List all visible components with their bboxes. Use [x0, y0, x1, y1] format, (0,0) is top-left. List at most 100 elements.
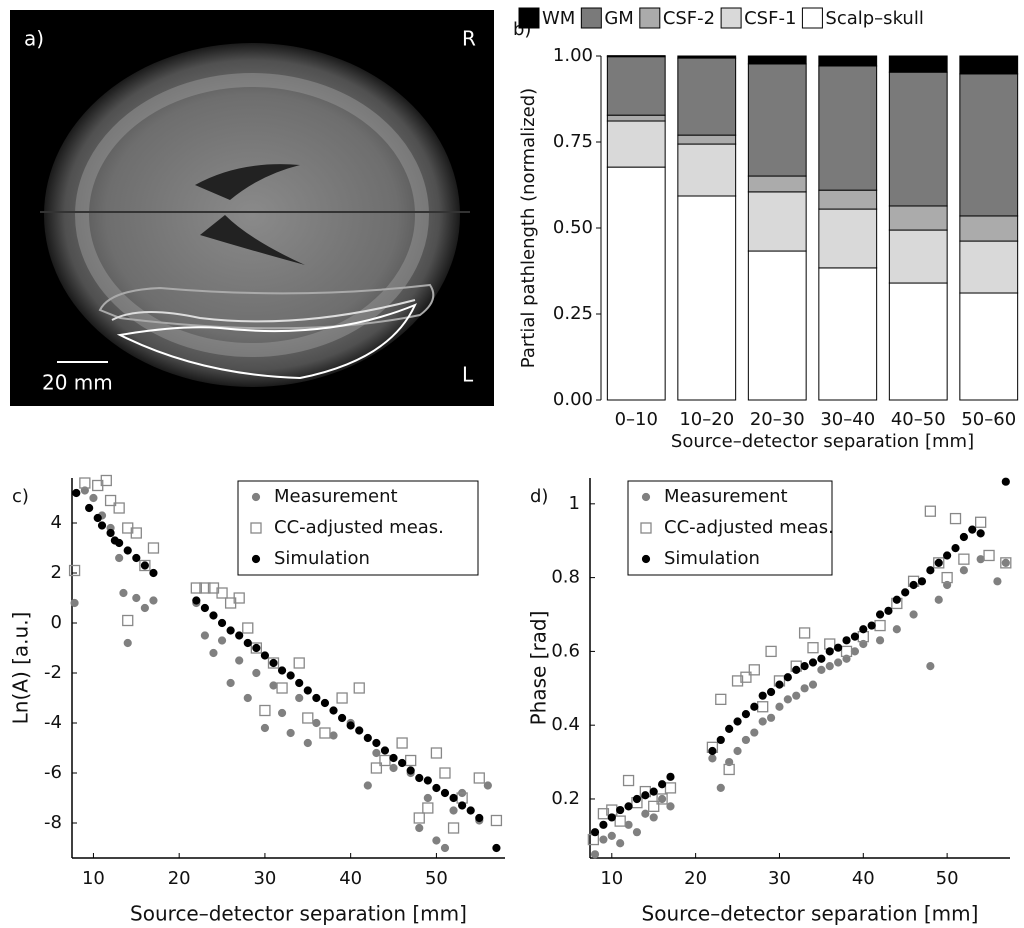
bar-segment	[819, 66, 877, 190]
point	[73, 489, 80, 496]
panel-label: c)	[12, 486, 29, 507]
point	[826, 663, 833, 670]
y-tick-label: 1	[569, 493, 580, 514]
point	[717, 784, 724, 791]
legend-label: WM	[542, 8, 575, 29]
point	[650, 788, 657, 795]
chart-1: c)1020304050420-2-4-6-8MeasurementCC-adj…	[9, 476, 506, 926]
point	[347, 722, 354, 729]
point	[337, 693, 347, 703]
point	[591, 851, 598, 858]
legend-swatch	[640, 8, 660, 28]
y-tick-label: 4	[51, 512, 62, 533]
scale-label: 20 mm	[42, 371, 113, 395]
point	[227, 679, 234, 686]
bar-segment	[960, 241, 1018, 293]
point	[356, 727, 363, 734]
point	[784, 696, 791, 703]
point	[320, 728, 330, 738]
y-tick-label: 0.4	[551, 714, 580, 735]
point	[976, 517, 986, 527]
bar-segment	[678, 58, 736, 135]
point	[491, 816, 501, 826]
point	[90, 494, 97, 501]
point	[313, 694, 320, 701]
point	[441, 844, 448, 851]
chart-2: d)10203040500.20.40.60.81MeasurementCC-a…	[527, 478, 1011, 926]
y-tick-label: 0.2	[551, 788, 580, 809]
point	[277, 683, 287, 693]
y-tick-label: 0.8	[551, 567, 580, 588]
point	[210, 612, 217, 619]
point	[476, 814, 483, 821]
point	[952, 544, 959, 551]
point	[98, 522, 105, 529]
point	[86, 504, 93, 511]
panel-label: d)	[530, 486, 548, 507]
bar-segment	[678, 144, 736, 196]
point	[459, 802, 466, 809]
point	[759, 718, 766, 725]
point	[123, 616, 133, 626]
bar-segment	[819, 209, 877, 268]
point	[278, 709, 285, 716]
point	[751, 729, 758, 736]
point	[424, 777, 431, 784]
point	[124, 547, 131, 554]
legend-marker	[642, 493, 649, 500]
x-tick-label: 50	[425, 868, 448, 889]
point	[424, 794, 431, 801]
point	[742, 711, 749, 718]
x-tick-label: 0–10	[615, 409, 658, 430]
point	[800, 628, 810, 638]
point	[201, 604, 208, 611]
point	[726, 725, 733, 732]
point	[624, 776, 634, 786]
y-tick-label: 0	[51, 612, 62, 633]
point	[193, 597, 200, 604]
y-tick-label: -8	[44, 812, 62, 833]
bar-segment	[607, 56, 665, 57]
point	[959, 554, 969, 564]
point	[851, 648, 858, 655]
point	[260, 706, 270, 716]
point	[150, 569, 157, 576]
point	[925, 506, 935, 516]
x-tick-label: 50	[936, 868, 959, 889]
legend-label: CSF-2	[663, 8, 715, 29]
point	[218, 619, 225, 626]
bar-segment	[678, 56, 736, 58]
point	[243, 623, 253, 633]
point	[625, 803, 632, 810]
legend-marker	[642, 555, 649, 562]
point	[818, 655, 825, 662]
point	[716, 694, 726, 704]
y-tick-label: 0.75	[553, 131, 593, 152]
point	[984, 550, 994, 560]
point	[742, 736, 749, 743]
point	[296, 694, 303, 701]
point	[951, 514, 961, 524]
point	[261, 724, 268, 731]
point	[330, 707, 337, 714]
point	[885, 607, 892, 614]
bar-segment	[889, 56, 947, 72]
legend-label: CC-adjusted meas.	[664, 517, 834, 538]
point	[287, 729, 294, 736]
point	[709, 755, 716, 762]
bar-segment	[607, 115, 665, 121]
bar-segment	[748, 251, 806, 400]
point	[270, 682, 277, 689]
x-tick-label: 10	[82, 868, 105, 889]
point	[667, 803, 674, 810]
point	[116, 554, 123, 561]
point	[709, 747, 716, 754]
point	[107, 529, 114, 536]
point	[835, 659, 842, 666]
bar-segment	[960, 74, 1018, 216]
bar-segment	[748, 56, 806, 64]
point	[658, 781, 665, 788]
point	[227, 627, 234, 634]
point	[440, 768, 450, 778]
point	[71, 599, 78, 606]
